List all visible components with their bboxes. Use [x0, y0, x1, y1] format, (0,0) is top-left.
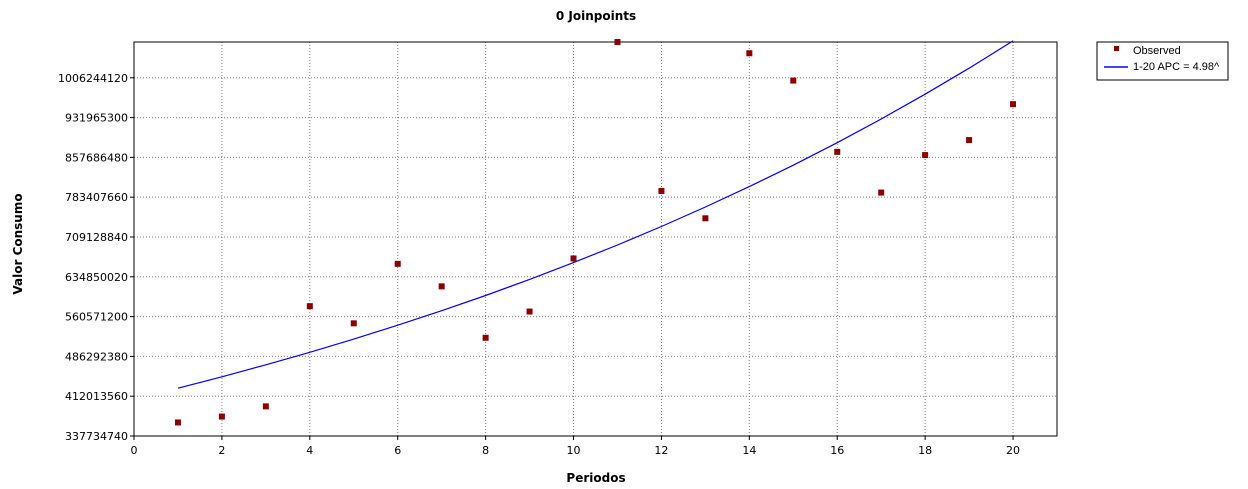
observed-point — [482, 334, 489, 341]
observed-point — [790, 77, 797, 84]
y-tick-label: 783407660 — [65, 191, 128, 204]
fit-line-layer — [177, 40, 1014, 389]
x-tick-label: 2 — [218, 444, 225, 457]
observed-point — [306, 303, 313, 310]
x-tick-label: 18 — [918, 444, 932, 457]
observed-point — [570, 255, 577, 262]
grid — [134, 42, 1057, 436]
observed-point — [262, 403, 269, 410]
observed-point — [702, 215, 709, 222]
x-tick-label: 10 — [567, 444, 581, 457]
y-tick-label: 560571200 — [65, 311, 128, 324]
observed-points-layer — [174, 39, 1017, 426]
observed-point — [526, 308, 533, 315]
observed-point — [966, 137, 973, 144]
x-tick-label: 16 — [830, 444, 844, 457]
x-tick-label: 8 — [482, 444, 489, 457]
fit-line — [177, 40, 1014, 389]
legend: Observed 1-20 APC = 4.98^ — [1096, 41, 1229, 81]
observed-point — [1010, 101, 1017, 108]
x-tick-label: 6 — [394, 444, 401, 457]
observed-point — [438, 283, 445, 290]
x-tick-label: 4 — [306, 444, 313, 457]
y-tick-label: 709128840 — [65, 231, 128, 244]
y-tick-label: 412013560 — [65, 390, 128, 403]
x-tick-label: 12 — [654, 444, 668, 457]
legend-observed-label: Observed — [1133, 45, 1181, 57]
x-tick-label: 20 — [1006, 444, 1020, 457]
x-axis-title: Periodos — [566, 471, 625, 485]
y-tick-label: 931965300 — [65, 112, 128, 125]
observed-point — [834, 148, 841, 155]
observed-point — [174, 419, 181, 426]
plot-frame — [133, 41, 1058, 437]
observed-point — [878, 189, 885, 196]
legend-fit-label: 1-20 APC = 4.98^ — [1133, 61, 1220, 73]
observed-point — [658, 187, 665, 194]
x-tick-label: 0 — [131, 444, 138, 457]
y-tick-label: 1006244120 — [58, 72, 128, 85]
x-tick-label: 14 — [742, 444, 756, 457]
observed-point — [218, 413, 225, 420]
y-axis-title: Valor Consumo — [11, 193, 25, 294]
y-tick-label: 634850020 — [65, 271, 128, 284]
y-tick-label: 486292380 — [65, 350, 128, 363]
x-axis-ticks: 0 2 4 6 8 10 12 14 16 18 20 — [131, 436, 1020, 457]
y-axis-ticks: 337734740 412013560 486292380 560571200 6348… — [58, 72, 134, 443]
chart-title: 0 Joinpoints — [556, 9, 636, 23]
observed-point — [614, 39, 621, 45]
observed-point — [922, 152, 929, 159]
observed-point — [746, 50, 753, 57]
observed-point — [394, 260, 401, 267]
y-tick-label: 337734740 — [65, 430, 128, 443]
y-tick-label: 857686480 — [65, 151, 128, 164]
legend-observed-marker — [1114, 46, 1119, 51]
observed-point — [350, 320, 357, 327]
